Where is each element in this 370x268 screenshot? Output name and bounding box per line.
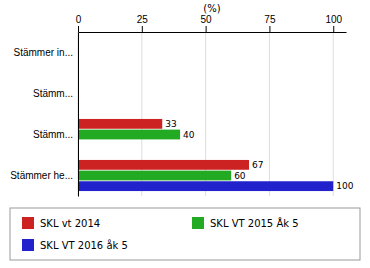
tick-mark [206, 26, 207, 32]
legend-swatch [22, 239, 34, 251]
grid [78, 32, 333, 196]
tick: 50 [201, 14, 213, 32]
plot: 673360401000255075100(%)Stämmer he...Stä… [10, 3, 354, 197]
axis-line [79, 32, 347, 33]
chart: 673360401000255075100(%)Stämmer he...Stä… [0, 0, 370, 268]
legend-label: SKL vt 2014 [40, 218, 100, 229]
grid-line [78, 32, 79, 196]
x-axis: 0 25 50 75 100 [76, 14, 347, 33]
data-label: 33 [165, 119, 176, 129]
tick-mark [333, 26, 334, 32]
grid-line [269, 32, 270, 196]
x-axis-label: (%) [203, 3, 220, 14]
legend-label: SKL VT 2016 åk 5 [40, 239, 128, 251]
tick: 0 [76, 14, 82, 32]
data-label: 40 [183, 130, 195, 140]
bar [78, 119, 162, 129]
tick: Stämmer he... [10, 170, 78, 181]
tick: Stämm... [33, 129, 78, 140]
tick-label: 75 [264, 14, 276, 25]
grid-line [333, 32, 334, 196]
tick: 75 [264, 14, 276, 32]
tick-mark [269, 26, 270, 32]
legend-item: SKL vt 2014 [22, 217, 100, 229]
bar [78, 160, 249, 170]
y-axis: Stämmer he... Stämm... Stämm... Stämmer in.… [10, 33, 78, 197]
bar [78, 171, 231, 181]
legend-item: SKL VT 2015 Åk 5 [192, 217, 299, 230]
tick-mark [142, 26, 143, 32]
data-label: 60 [234, 171, 246, 181]
tick: Stämm... [33, 88, 78, 99]
tick-label: Stämm... [33, 88, 73, 99]
legend-item: SKL VT 2016 åk 5 [22, 239, 128, 252]
tick-label: Stämmer in... [14, 47, 73, 58]
legend-swatch [192, 217, 204, 229]
data-labels: 67 33 60 40 100 [165, 119, 353, 191]
legend-box [10, 208, 360, 260]
legend-label: SKL VT 2015 Åk 5 [210, 217, 299, 229]
data-label: 67 [252, 160, 263, 170]
bars [78, 119, 333, 191]
tick: 100 [325, 14, 342, 32]
legend: SKL vt 2014 SKL VT 2015 Åk 5 SKL VT 2016 å… [10, 208, 360, 260]
tick-label: 100 [325, 14, 342, 25]
tick: 25 [137, 14, 149, 32]
data-label: 100 [336, 181, 353, 191]
axis-line [78, 33, 79, 197]
bar [78, 181, 333, 191]
tick-label: 50 [201, 14, 213, 25]
tick: Stämmer in... [14, 47, 78, 58]
tick-label: Stämm... [33, 129, 73, 140]
tick-mark [78, 26, 79, 32]
tick-label: Stämmer he... [10, 170, 73, 181]
legend-swatch [22, 217, 34, 229]
bar [78, 130, 180, 140]
tick-label: 0 [76, 14, 82, 25]
tick-label: 25 [137, 14, 149, 25]
